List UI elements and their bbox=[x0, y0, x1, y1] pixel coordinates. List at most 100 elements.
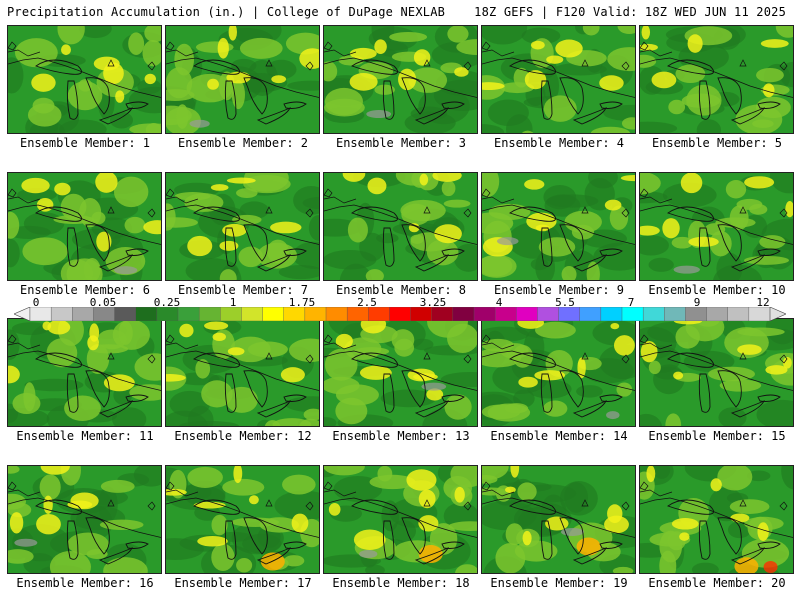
lake-small bbox=[779, 354, 788, 364]
coast-line bbox=[166, 342, 199, 350]
lake-michigan bbox=[698, 373, 711, 413]
lake-michigan bbox=[540, 80, 553, 120]
coast-line bbox=[324, 342, 357, 350]
lake-superior bbox=[351, 59, 399, 75]
lake-huron bbox=[85, 517, 110, 555]
ensemble-member-label: Ensemble Member: 1 bbox=[19, 136, 151, 150]
lake-michigan bbox=[540, 520, 553, 560]
ensemble-member-label: Ensemble Member: 16 bbox=[16, 576, 154, 590]
lake-superior bbox=[667, 499, 715, 515]
colorbar-swatch bbox=[50, 307, 73, 321]
lake-winnipeg-edge bbox=[324, 481, 333, 491]
colorbar-swatch bbox=[262, 307, 285, 321]
lake-huron bbox=[717, 77, 742, 115]
ensemble-member-map bbox=[639, 172, 794, 281]
precip-field bbox=[482, 319, 635, 426]
lake-michigan bbox=[224, 520, 237, 560]
lake-huron bbox=[401, 370, 426, 408]
lake-ontario bbox=[599, 248, 623, 256]
lake-nipigon bbox=[581, 206, 589, 214]
lake-nipigon bbox=[265, 352, 273, 360]
colorbar-swatch bbox=[72, 307, 94, 321]
lake-huron bbox=[717, 370, 742, 408]
lake-winnipeg-edge bbox=[8, 481, 17, 491]
lake-small bbox=[779, 208, 788, 218]
ensemble-member-map bbox=[165, 25, 320, 134]
precip-field bbox=[640, 173, 793, 280]
lake-huron bbox=[717, 224, 742, 262]
precip-field bbox=[640, 466, 793, 573]
lake-superior bbox=[351, 352, 399, 368]
lake-nipigon bbox=[423, 499, 431, 507]
lake-superior bbox=[667, 352, 715, 368]
lake-ontario bbox=[283, 248, 307, 256]
ensemble-member-label: Ensemble Member: 5 bbox=[651, 136, 783, 150]
border-line bbox=[482, 204, 635, 245]
coast-line bbox=[324, 489, 357, 497]
colorbar-swatch bbox=[516, 307, 538, 321]
precip-field bbox=[166, 173, 319, 280]
lake-superior bbox=[509, 206, 557, 222]
lake-winnipeg-edge bbox=[8, 41, 17, 51]
coast-line bbox=[640, 196, 673, 204]
lake-ontario bbox=[283, 101, 307, 109]
colorbar-tick-label: 0.25 bbox=[153, 296, 181, 309]
coast-line bbox=[8, 342, 41, 350]
border-line bbox=[324, 497, 477, 538]
lake-small bbox=[463, 354, 472, 364]
lake-nipigon bbox=[423, 59, 431, 67]
lake-huron bbox=[243, 77, 268, 115]
precip-field bbox=[324, 173, 477, 280]
precip-field bbox=[166, 466, 319, 573]
ensemble-member-label: Ensemble Member: 14 bbox=[490, 429, 628, 443]
lake-michigan bbox=[66, 520, 79, 560]
ensemble-member-map bbox=[323, 318, 478, 427]
colorbar-swatch bbox=[685, 307, 708, 321]
lake-nipigon bbox=[423, 352, 431, 360]
colorbar-swatch bbox=[346, 307, 369, 321]
coast-line bbox=[166, 196, 199, 204]
coast-line bbox=[640, 342, 673, 350]
lake-small bbox=[621, 208, 630, 218]
colorbar-swatch bbox=[135, 307, 158, 321]
lake-ontario bbox=[441, 248, 465, 256]
coast-line bbox=[166, 489, 199, 497]
coast-line bbox=[324, 49, 357, 57]
lake-superior bbox=[667, 59, 715, 75]
ensemble-member-label: Ensemble Member: 2 bbox=[177, 136, 309, 150]
colorbar-swatch bbox=[156, 307, 179, 321]
lake-winnipeg-edge bbox=[166, 41, 175, 51]
lake-michigan bbox=[224, 373, 237, 413]
ensemble-member-label: Ensemble Member: 20 bbox=[648, 576, 786, 590]
ensemble-member-label: Ensemble Member: 6 bbox=[19, 283, 151, 297]
lake-winnipeg-edge bbox=[166, 334, 175, 344]
colorbar-swatch bbox=[389, 307, 412, 321]
lake-winnipeg-edge bbox=[324, 334, 333, 344]
lake-huron bbox=[717, 517, 742, 555]
colorbar-swatch bbox=[29, 307, 52, 321]
lake-huron bbox=[559, 370, 584, 408]
lake-small bbox=[621, 354, 630, 364]
ensemble-member-label: Ensemble Member: 12 bbox=[174, 429, 312, 443]
lake-small bbox=[621, 61, 630, 71]
lake-ontario bbox=[283, 541, 307, 549]
lake-superior bbox=[351, 206, 399, 222]
colorbar-swatch bbox=[621, 307, 644, 321]
ensemble-member-label: Ensemble Member: 13 bbox=[332, 429, 470, 443]
ensemble-member-map bbox=[165, 172, 320, 281]
border-line bbox=[640, 497, 793, 538]
lake-ontario bbox=[757, 101, 781, 109]
lake-ontario bbox=[757, 248, 781, 256]
colorbar-tick-label: 3.25 bbox=[419, 296, 447, 309]
border-line bbox=[324, 204, 477, 245]
colorbar-swatch bbox=[642, 307, 665, 321]
lake-small bbox=[621, 501, 630, 511]
ensemble-member-map bbox=[481, 318, 636, 427]
border-line bbox=[482, 57, 635, 98]
lake-michigan bbox=[698, 227, 711, 267]
precip-field bbox=[8, 173, 161, 280]
ensemble-member-map bbox=[323, 25, 478, 134]
lake-huron bbox=[401, 517, 426, 555]
colorbar-swatch bbox=[706, 307, 729, 321]
ensemble-member-map bbox=[7, 172, 162, 281]
